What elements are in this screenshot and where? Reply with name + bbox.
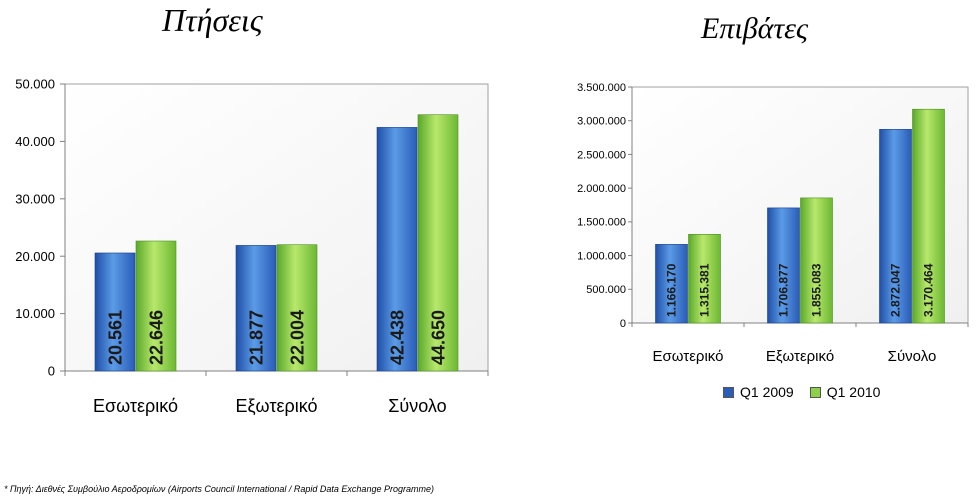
flights-value-label: 21.877 — [246, 310, 266, 365]
flights-plot-area — [64, 83, 489, 372]
flights-value-label: 22.646 — [146, 310, 166, 365]
passengers-y-tick-label: 2.500.000 — [577, 149, 626, 161]
flights-bar-2009 — [94, 252, 136, 372]
flights-chart-title: Πτήσεις — [162, 2, 263, 38]
flights-chart: 0 10.000 20.000 30.000 40.000 50.000 20.561 22.… — [15, 77, 489, 416]
passengers-value-label: 3.170.464 — [922, 263, 936, 317]
passengers-value-label: 1.315.381 — [698, 263, 712, 317]
flights-y-tick-label: 40.000 — [15, 134, 55, 149]
flights-y-tick-label: 50.000 — [15, 77, 55, 92]
flights-bar-2010 — [276, 244, 318, 372]
flights-value-label: 20.561 — [105, 310, 125, 365]
passengers-y-tick-label: 0 — [620, 318, 626, 330]
flights-value-label: 22.004 — [287, 310, 307, 365]
passengers-bar-2010 — [912, 108, 945, 324]
passengers-bar-2010 — [688, 234, 721, 324]
passengers-y-tick-label: 3.000.000 — [577, 116, 626, 128]
flights-value-label: 44.650 — [428, 310, 448, 365]
legend-swatch-2009 — [723, 386, 734, 398]
passengers-y-tick-label: 500.000 — [586, 284, 626, 296]
passengers-chart: 0 500.000 1.000.000 1.500.000 2.000.000 2.500… — [577, 82, 969, 365]
flights-bar-2010 — [135, 240, 177, 372]
flights-category-label: Εξωτερικό — [235, 396, 317, 416]
passengers-value-label: 2.872.047 — [889, 263, 903, 317]
legend-label-2009: Q1 2009 — [740, 384, 794, 400]
passengers-legend: Q1 2009 Q1 2010 — [723, 384, 880, 400]
passengers-chart-title: Επιβάτες — [701, 12, 809, 45]
flights-value-label: 42.438 — [387, 310, 407, 365]
passengers-bar-2009 — [655, 244, 688, 324]
passengers-plot-area — [631, 86, 969, 324]
flights-bar-2009 — [376, 127, 418, 372]
passengers-value-label: 1.855.083 — [810, 263, 824, 317]
legend-label-2010: Q1 2010 — [826, 384, 881, 400]
flights-category-label: Εσωτερικό — [93, 396, 178, 416]
passengers-value-label: 1.166.170 — [665, 263, 679, 317]
passengers-category-label: Εσωτερικό — [653, 348, 724, 365]
legend-swatch-2010 — [809, 386, 821, 398]
passengers-category-label: Εξωτερικό — [766, 348, 834, 365]
passengers-category-label: Σύνολο — [888, 348, 937, 365]
flights-bar-2009 — [235, 245, 277, 372]
flights-y-tick-label: 30.000 — [15, 191, 55, 206]
passengers-bar-2009 — [879, 129, 912, 324]
passengers-y-tick-label: 1.500.000 — [577, 217, 626, 229]
flights-y-tick-label: 0 — [48, 364, 55, 379]
passengers-y-tick-label: 2.000.000 — [577, 183, 626, 195]
passengers-y-tick-label: 3.500.000 — [577, 82, 626, 94]
flights-y-tick-label: 20.000 — [15, 249, 55, 264]
flights-bar-2010 — [417, 114, 459, 372]
passengers-bar-2009 — [767, 207, 800, 324]
passengers-y-tick-label: 1.000.000 — [577, 250, 626, 262]
passengers-bar-2010 — [800, 197, 833, 324]
source-footnote: * Πηγή: Διεθνές Συμβούλιο Αεροδρομίων (A… — [4, 484, 434, 494]
flights-y-tick-label: 10.000 — [15, 306, 55, 321]
passengers-value-label: 1.706.877 — [777, 263, 791, 317]
flights-category-label: Σύνολο — [388, 396, 446, 416]
